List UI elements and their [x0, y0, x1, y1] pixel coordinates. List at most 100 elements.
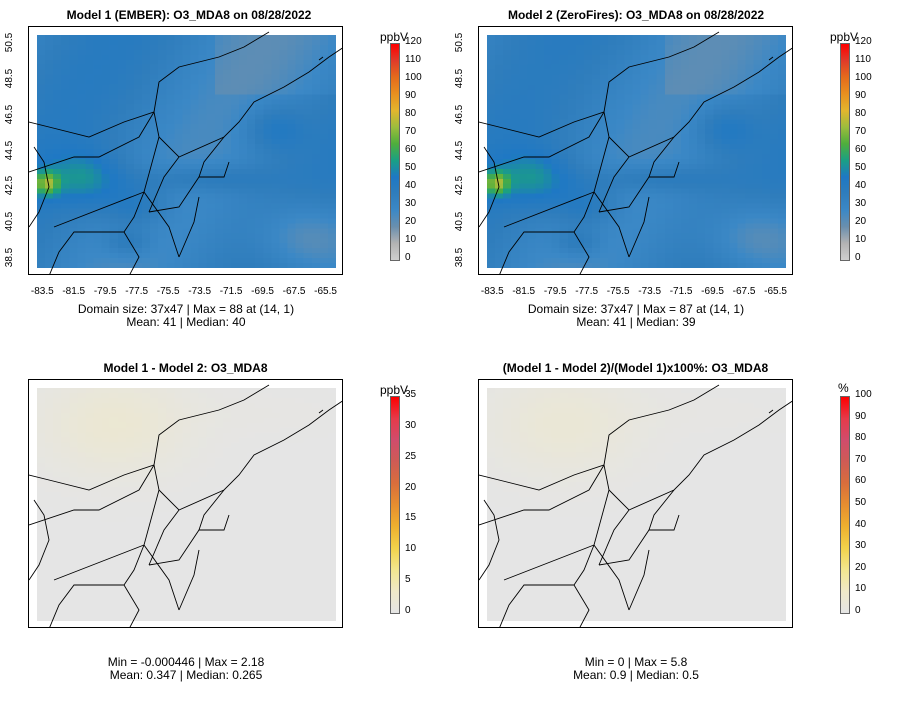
border-line — [479, 464, 605, 526]
colorbar-tick-label: 90 — [855, 90, 867, 101]
border-line — [479, 400, 792, 511]
y-tick-label: 42.5 — [4, 176, 16, 196]
border-line — [318, 56, 324, 61]
colorbar-unit: ppbV — [380, 30, 409, 44]
border-line — [143, 136, 180, 258]
colorbar-tick-label: 40 — [855, 180, 867, 191]
colorbar — [390, 43, 400, 261]
colorbar — [840, 43, 850, 261]
border-line — [503, 544, 595, 581]
colorbar-tick-label: 70 — [855, 453, 867, 465]
border-line — [593, 489, 630, 611]
y-tick-label: 48.5 — [4, 68, 16, 89]
border-line — [29, 111, 155, 173]
x-tick-label: -77.5 — [125, 286, 149, 297]
border-line — [148, 509, 180, 566]
y-tick-label: 50.5 — [4, 32, 16, 53]
map-frame — [478, 379, 793, 628]
border-line — [29, 499, 50, 581]
colorbar-tick-label: 30 — [405, 419, 417, 431]
colorbar-tick-label: 5 — [405, 574, 411, 586]
border-line — [53, 544, 145, 581]
colorbar-unit: ppbV — [380, 383, 409, 397]
colorbar-tick-label: 30 — [855, 540, 867, 552]
y-tick-label: 40.5 — [454, 211, 466, 232]
border-line — [153, 384, 270, 466]
y-tick-label: 46.5 — [454, 104, 466, 124]
border-line — [178, 549, 200, 611]
border-line — [479, 146, 500, 228]
map-frame — [28, 379, 343, 628]
border-line — [198, 136, 225, 178]
y-tick-label: 46.5 — [4, 104, 16, 124]
border-line — [503, 191, 595, 228]
border-line — [768, 56, 774, 61]
colorbar-tick-label: 80 — [405, 108, 417, 119]
colorbar-tick-label: 20 — [855, 216, 867, 227]
colorbar-tick-label: 35 — [405, 389, 417, 400]
border-line — [598, 161, 680, 213]
y-tick-label: 44.5 — [454, 140, 466, 160]
border-line — [148, 161, 230, 213]
border-line — [29, 400, 342, 511]
colorbar-tick-label: 80 — [855, 432, 867, 444]
border-line — [628, 196, 650, 258]
border-line — [593, 136, 630, 258]
border-line — [648, 489, 675, 531]
border-line — [768, 409, 774, 414]
border-line — [49, 231, 124, 274]
stats-line-1: Domain size: 37x47 | Max = 87 at (14, 1) — [527, 302, 745, 316]
colorbar-tick-label: 10 — [855, 234, 867, 245]
stats-line-1: Min = 0 | Max = 5.8 — [584, 655, 688, 669]
panel-title: Model 1 (EMBER): O3_MDA8 on 08/28/2022 — [66, 8, 312, 22]
colorbar-tick-label: 110 — [405, 54, 421, 65]
y-tick-label: 48.5 — [454, 68, 466, 89]
stats-line-1: Min = -0.000446 | Max = 2.18 — [107, 655, 265, 669]
border-line — [123, 544, 145, 627]
panel-title: Model 1 - Model 2: O3_MDA8 — [103, 361, 268, 375]
stats-line-2: Mean: 0.9 | Median: 0.5 — [573, 668, 699, 682]
colorbar-tick-label: 90 — [405, 90, 417, 101]
x-tick-label: -77.5 — [575, 286, 599, 297]
border-line — [123, 191, 145, 274]
colorbar-tick-label: 15 — [405, 512, 417, 524]
heatmap-grid — [37, 388, 336, 621]
colorbar-tick-label: 25 — [405, 450, 417, 462]
x-tick-label: -75.5 — [156, 286, 180, 297]
state-borders — [29, 384, 342, 627]
x-tick-label: -81.5 — [512, 286, 536, 297]
stats-line-2: Mean: 0.347 | Median: 0.265 — [109, 668, 263, 682]
stats-line-2: Mean: 41 | Median: 40 — [126, 315, 246, 329]
colorbar-tick-label: 10 — [855, 583, 867, 595]
colorbar-tick-label: 30 — [855, 198, 867, 209]
stats-line-2: Mean: 41 | Median: 39 — [576, 315, 696, 329]
border-line — [598, 156, 630, 213]
x-tick-label: -83.5 — [480, 286, 504, 297]
border-line — [29, 47, 342, 158]
colorbar-tick-label: 100 — [855, 72, 872, 83]
x-tick-label: -79.5 — [93, 286, 117, 297]
x-tick-label: -67.5 — [282, 286, 306, 297]
colorbar-tick-label: 30 — [405, 198, 417, 209]
colorbar-tick-label: 0 — [405, 605, 411, 616]
panel-title: (Model 1 - Model 2)/(Model 1)x100%: O3_M… — [502, 361, 769, 375]
heatmap-grid — [37, 35, 336, 268]
border-line — [143, 489, 180, 611]
colorbar-tick-label: 0 — [855, 605, 861, 616]
y-tick-label: 42.5 — [454, 176, 466, 196]
border-line — [53, 191, 145, 228]
border-line — [573, 544, 595, 627]
y-tick-label: 40.5 — [4, 211, 16, 232]
colorbar — [390, 396, 400, 614]
x-tick-label: -73.5 — [188, 286, 212, 297]
y-tick-label: 38.5 — [454, 247, 466, 268]
border-line — [603, 31, 720, 113]
state-borders — [479, 31, 792, 274]
colorbar-tick-label: 80 — [855, 108, 867, 119]
colorbar-tick-label: 20 — [405, 481, 417, 493]
y-tick-label: 38.5 — [4, 247, 16, 268]
colorbar-tick-label: 110 — [855, 54, 871, 65]
x-tick-label: -81.5 — [62, 286, 86, 297]
border-line — [29, 464, 155, 526]
state-borders — [29, 31, 342, 274]
